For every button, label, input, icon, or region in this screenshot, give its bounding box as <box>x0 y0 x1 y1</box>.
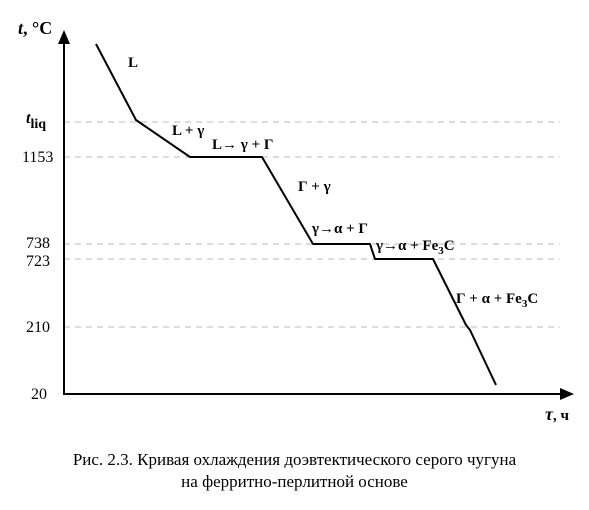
label-gamma-alpha-Fe3C: γ→α + Fe3C <box>375 238 455 257</box>
y-tick-tliq: tliq <box>26 110 46 132</box>
cooling-curve-chart: t, °C τ, ч tliq 1153 738 723 210 20 L L … <box>18 18 574 424</box>
y-tick-1153: 1153 <box>22 149 53 166</box>
label-G-gamma: Г + γ <box>298 179 331 195</box>
label-G-alpha-Fe3C: Г + α + Fe3C <box>456 291 538 310</box>
label-L: L <box>128 55 138 71</box>
y-tick-738: 738 <box>26 235 50 252</box>
y-tick-20: 20 <box>31 386 47 403</box>
x-axis-arrow <box>560 388 574 400</box>
label-L-to-gamma-G: L→ γ + Г <box>212 137 273 153</box>
y-axis-title: t, °C <box>18 18 52 38</box>
caption-line-2: на ферритно-перлитной основе <box>181 472 408 491</box>
caption-line-1: Рис. 2.3. Кривая охлаждения доэвтектичес… <box>72 450 517 469</box>
y-tick-210: 210 <box>26 319 50 336</box>
cooling-curve <box>95 43 497 386</box>
y-axis-arrow <box>58 30 70 44</box>
label-L-gamma: L + γ <box>172 123 204 139</box>
y-tick-723: 723 <box>26 253 50 270</box>
label-gamma-alpha-G: γ→α + Г <box>311 221 368 237</box>
x-axis-title: τ, ч <box>545 404 570 424</box>
figure-caption: Рис. 2.3. Кривая охлаждения доэвтектичес… <box>0 449 589 493</box>
